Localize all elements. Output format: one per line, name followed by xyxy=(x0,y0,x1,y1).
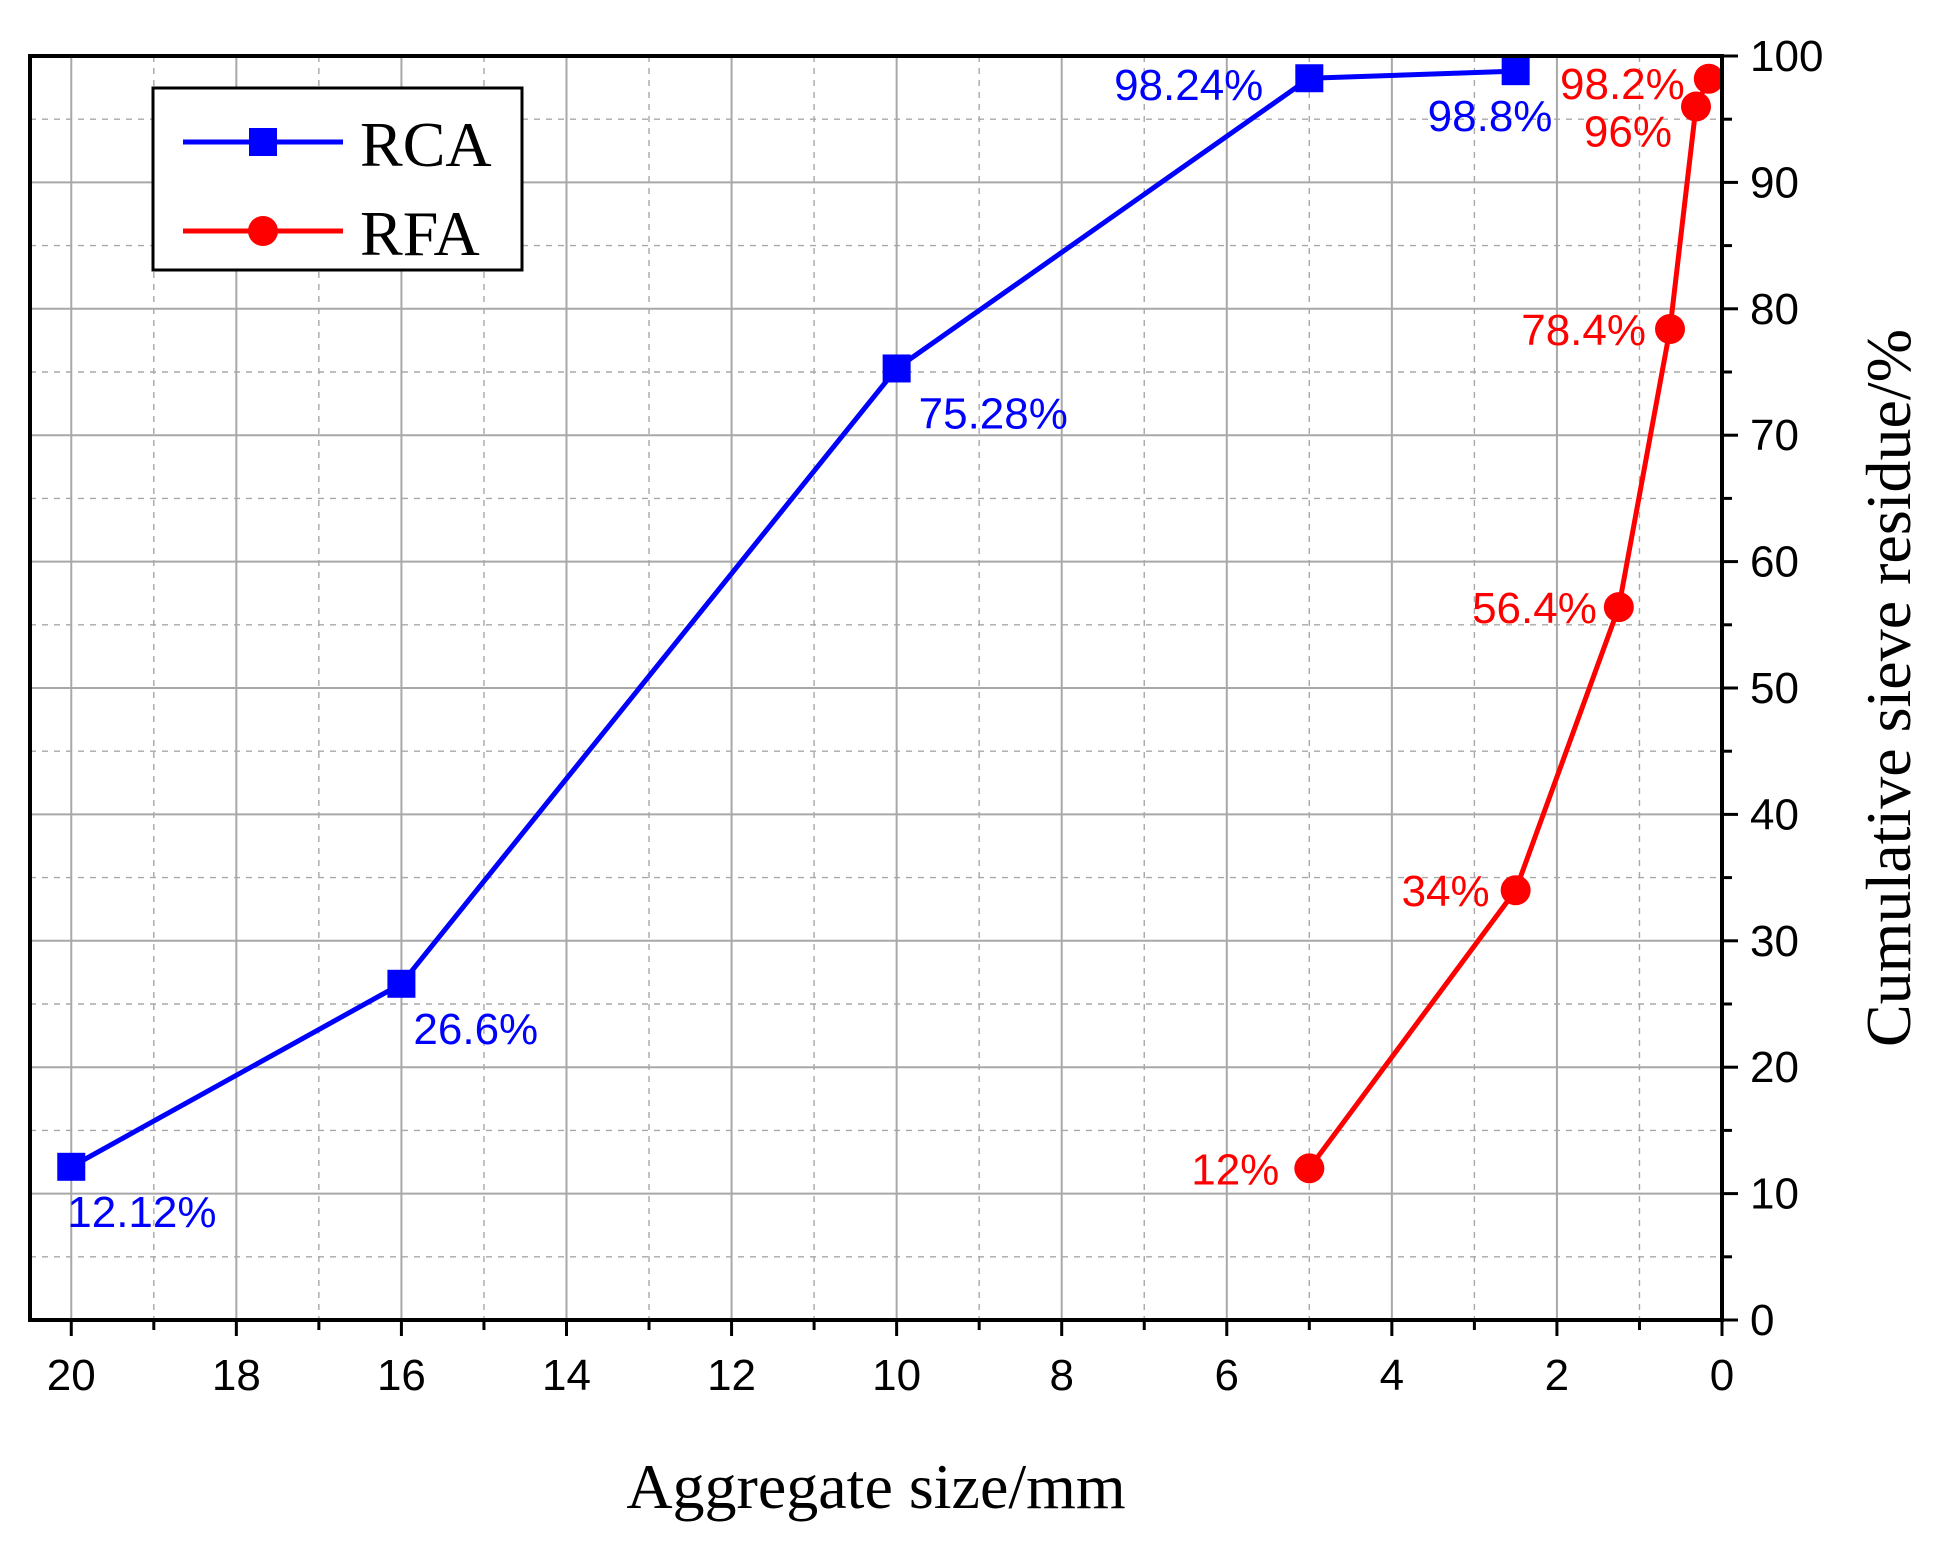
legend-marker-rca xyxy=(249,128,277,156)
data-point-rca xyxy=(1295,64,1324,93)
legend-label-rca: RCA xyxy=(360,109,492,180)
data-labels: 12.12% 26.6% 75.28% 98.24% 98.8% 12% 34% 56.4% 7… xyxy=(67,60,1685,1237)
y-tick-label: 90 xyxy=(1750,158,1799,207)
x-tick-label: 14 xyxy=(542,1351,591,1400)
data-label-rca: 12.12% xyxy=(67,1188,216,1237)
data-label-rfa: 34% xyxy=(1402,867,1490,916)
x-tick-label: 4 xyxy=(1380,1351,1404,1400)
data-point-rfa xyxy=(1681,91,1712,122)
legend: RCA RFA xyxy=(151,86,524,272)
y-tick-label: 20 xyxy=(1750,1043,1799,1092)
data-label-rfa: 12% xyxy=(1191,1145,1279,1194)
y-tick-label: 70 xyxy=(1750,411,1799,460)
data-label-rfa: 56.4% xyxy=(1472,584,1597,633)
x-tick-label: 6 xyxy=(1215,1351,1239,1400)
data-label-rfa: 98.2% xyxy=(1560,60,1685,109)
data-point-rfa xyxy=(1294,1153,1325,1184)
y-tick-label: 0 xyxy=(1750,1296,1774,1345)
x-tick-label: 20 xyxy=(47,1351,96,1400)
data-label-rca: 98.24% xyxy=(1114,61,1263,110)
x-tick-label: 8 xyxy=(1049,1351,1073,1400)
y-tick-label: 60 xyxy=(1750,538,1799,587)
x-tick-label: 18 xyxy=(212,1351,261,1400)
y-tick-label: 50 xyxy=(1750,664,1799,713)
data-point-rfa xyxy=(1693,63,1724,94)
data-label-rca: 26.6% xyxy=(413,1005,538,1054)
x-tick-label: 10 xyxy=(872,1351,921,1400)
grid xyxy=(30,55,1723,1321)
data-point-rca xyxy=(1501,57,1530,86)
data-point-rca xyxy=(882,354,911,383)
data-point-rfa xyxy=(1500,875,1531,906)
data-point-rca xyxy=(387,969,416,998)
legend-marker-rfa xyxy=(248,216,278,246)
y-tick-label: 10 xyxy=(1750,1170,1799,1219)
legend-label-rfa: RFA xyxy=(360,198,480,269)
x-axis-title: Aggregate size/mm xyxy=(626,1451,1125,1522)
data-label-rca: 75.28% xyxy=(919,389,1068,438)
legend-box xyxy=(151,86,524,272)
y-tick-label: 100 xyxy=(1750,32,1823,81)
x-tick-label: 12 xyxy=(707,1351,756,1400)
series-layer xyxy=(57,57,1724,1184)
data-point-rfa xyxy=(1655,314,1686,345)
y-axis-title: Cumulative sieve residue/% xyxy=(1853,329,1924,1047)
x-tick-label: 16 xyxy=(377,1351,426,1400)
x-tick-label: 2 xyxy=(1545,1351,1569,1400)
y-tick-label: 80 xyxy=(1750,285,1799,334)
data-label-rfa: 96% xyxy=(1584,108,1672,157)
data-label-rca: 98.8% xyxy=(1428,92,1553,141)
data-point-rca xyxy=(57,1152,86,1181)
x-tick-label: 0 xyxy=(1710,1351,1734,1400)
data-label-rfa: 78.4% xyxy=(1521,306,1646,355)
data-point-rfa xyxy=(1603,592,1634,623)
y-tick-label: 40 xyxy=(1750,790,1799,839)
y-tick-label: 30 xyxy=(1750,917,1799,966)
